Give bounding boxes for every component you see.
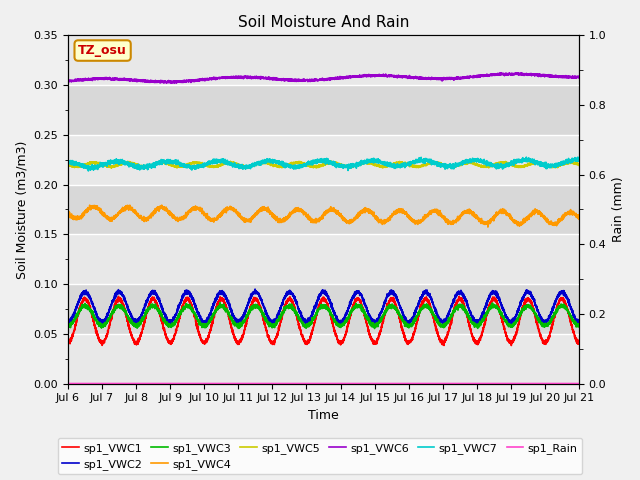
Line: sp1_VWC4: sp1_VWC4 [68,205,579,227]
sp1_VWC4 [64,207,72,213]
sp1_VWC3 [371,325,378,331]
sp1_VWC1 [64,338,72,344]
Bar [68,334,579,384]
sp1_VWC6 [259,75,267,81]
sp1_VWC2 [445,309,453,314]
Title: Soil Moisture And Rain: Soil Moisture And Rain [238,15,409,30]
sp1_VWC1 [157,313,164,319]
Bar [68,135,579,184]
Text: TZ_osu: TZ_osu [78,44,127,57]
sp1_VWC4 [397,206,404,212]
sp1_VWC3 [397,314,404,320]
Line: sp1_VWC3: sp1_VWC3 [68,303,579,328]
sp1_VWC5 [262,158,269,164]
Line: sp1_VWC6: sp1_VWC6 [68,73,579,83]
sp1_Rain [445,381,453,386]
sp1_VWC5 [259,160,267,166]
sp1_VWC2 [484,297,492,303]
sp1_VWC1 [259,318,267,324]
sp1_VWC6 [371,73,378,79]
sp1_VWC3 [445,315,453,321]
sp1_VWC2 [252,286,259,292]
sp1_VWC3 [64,323,72,329]
sp1_VWC6 [397,74,404,80]
sp1_VWC1 [115,294,122,300]
sp1_VWC3 [216,300,224,306]
sp1_VWC7 [574,154,582,160]
sp1_VWC7 [397,164,404,169]
sp1_VWC4 [157,204,164,210]
sp1_VWC7 [484,163,492,168]
sp1_VWC2 [259,302,267,308]
sp1_Rain [371,381,378,386]
sp1_VWC2 [474,322,481,327]
sp1_VWC5 [64,162,72,168]
Line: sp1_VWC7: sp1_VWC7 [68,157,579,171]
sp1_VWC3 [259,312,267,317]
sp1_VWC7 [575,156,583,161]
sp1_VWC2 [64,319,72,324]
sp1_VWC2 [397,304,404,310]
Line: sp1_VWC1: sp1_VWC1 [68,297,579,346]
Y-axis label: Soil Moisture (m3/m3): Soil Moisture (m3/m3) [15,140,28,278]
sp1_Rain [484,381,492,386]
Legend: sp1_VWC1, sp1_VWC2, sp1_VWC3, sp1_VWC4, sp1_VWC5, sp1_VWC6, sp1_VWC7, sp1_Rain: sp1_VWC1, sp1_VWC2, sp1_VWC3, sp1_VWC4, … [58,438,582,474]
sp1_VWC4 [259,204,267,210]
Bar [68,234,579,284]
sp1_VWC6 [157,77,164,83]
sp1_VWC3 [575,323,583,329]
sp1_VWC5 [484,164,492,170]
sp1_VWC5 [397,160,404,166]
sp1_VWC2 [575,318,583,324]
sp1_VWC5 [575,162,583,168]
sp1_Rain [64,381,72,386]
sp1_VWC4 [484,218,492,224]
sp1_Rain [157,381,164,386]
sp1_VWC2 [371,319,378,324]
Line: sp1_VWC5: sp1_VWC5 [68,161,579,168]
sp1_Rain [396,381,404,386]
Bar [68,36,579,85]
sp1_VWC1 [575,339,583,345]
Y-axis label: Rain (mm): Rain (mm) [612,177,625,242]
sp1_VWC7 [157,160,164,166]
sp1_VWC3 [484,309,492,315]
sp1_VWC6 [445,76,453,82]
sp1_VWC4 [371,213,378,219]
sp1_VWC5 [445,164,453,169]
sp1_VWC7 [64,158,72,164]
sp1_VWC1 [371,340,378,346]
sp1_VWC1 [397,319,404,325]
sp1_VWC5 [108,165,115,171]
X-axis label: Time: Time [308,409,339,422]
sp1_VWC7 [84,168,92,174]
sp1_VWC4 [575,216,583,222]
Bar [68,184,579,234]
Bar [68,284,579,334]
sp1_VWC4 [158,202,166,208]
sp1_VWC6 [484,72,492,78]
sp1_VWC3 [157,313,164,319]
sp1_Rain [259,381,267,386]
sp1_VWC7 [445,162,453,168]
sp1_VWC2 [157,302,164,308]
sp1_VWC3 [371,324,378,329]
sp1_VWC1 [508,343,515,348]
sp1_VWC5 [157,160,164,166]
sp1_VWC1 [484,305,492,311]
sp1_VWC4 [445,219,453,225]
sp1_VWC1 [445,325,453,331]
sp1_Rain [575,381,583,386]
sp1_VWC6 [64,78,72,84]
sp1_VWC7 [371,156,378,162]
Bar [68,85,579,135]
sp1_VWC4 [484,224,492,230]
sp1_VWC5 [371,162,378,168]
sp1_VWC6 [518,70,525,76]
sp1_VWC6 [575,73,583,79]
sp1_VWC6 [170,80,178,86]
sp1_VWC7 [259,158,267,164]
Line: sp1_VWC2: sp1_VWC2 [68,289,579,324]
